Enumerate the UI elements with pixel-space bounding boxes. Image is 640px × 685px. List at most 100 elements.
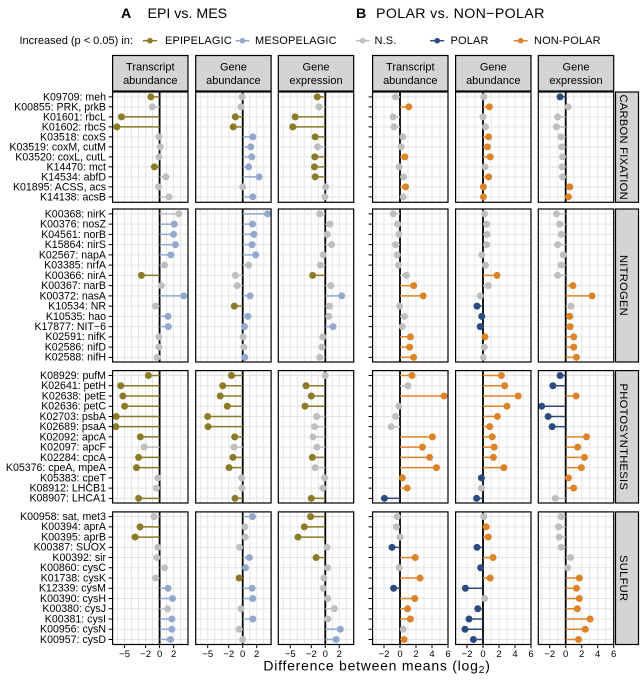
svg-text:Gene: Gene xyxy=(220,62,247,74)
svg-text:−2: −2 xyxy=(379,649,390,660)
svg-text:MESOPELAGIC: MESOPELAGIC xyxy=(255,35,337,47)
svg-text:K03520: coxL, cutL: K03520: coxL, cutL xyxy=(15,151,106,163)
svg-text:0: 0 xyxy=(157,649,162,660)
svg-text:K00392: sir: K00392: sir xyxy=(52,552,106,564)
svg-text:K00366: nirA: K00366: nirA xyxy=(45,270,107,282)
svg-text:K01895: ACSS, acs: K01895: ACSS, acs xyxy=(13,181,106,193)
svg-text:K03518: coxS: K03518: coxS xyxy=(40,131,106,143)
svg-text:4: 4 xyxy=(512,649,517,660)
svg-text:K02703: psbA: K02703: psbA xyxy=(39,411,106,423)
svg-text:abundance: abundance xyxy=(466,75,520,87)
svg-text:K00381: cysI: K00381: cysI xyxy=(45,613,106,625)
svg-text:K02641: petH: K02641: petH xyxy=(41,380,106,392)
svg-text:SULFUR: SULFUR xyxy=(617,555,629,601)
svg-text:4: 4 xyxy=(429,649,434,660)
svg-text:2: 2 xyxy=(254,649,259,660)
svg-text:expression: expression xyxy=(289,75,342,87)
svg-text:K00372: nasA: K00372: nasA xyxy=(39,290,106,302)
svg-text:K01601: rbcL: K01601: rbcL xyxy=(43,111,106,123)
svg-text:−2: −2 xyxy=(462,649,473,660)
svg-text:NON-POLAR: NON-POLAR xyxy=(534,35,601,47)
svg-text:EPI vs. MES: EPI vs. MES xyxy=(148,6,228,22)
svg-text:CARBON FIXATION: CARBON FIXATION xyxy=(617,94,629,199)
svg-text:4: 4 xyxy=(595,649,600,660)
svg-text:POLAR: POLAR xyxy=(451,35,489,47)
svg-text:−2: −2 xyxy=(306,649,317,660)
svg-text:K02567: napA: K02567: napA xyxy=(39,249,107,261)
svg-text:K03519: coxM, cutM: K03519: coxM, cutM xyxy=(9,141,106,153)
svg-text:K02284: cpcA: K02284: cpcA xyxy=(40,452,107,464)
svg-text:K00387: SUOX: K00387: SUOX xyxy=(34,542,106,554)
svg-text:Increased (p < 0.05) in:: Increased (p < 0.05) in: xyxy=(20,35,133,47)
svg-text:K02636: petC: K02636: petC xyxy=(41,401,106,413)
svg-text:K00368: nirK: K00368: nirK xyxy=(45,208,106,220)
svg-text:6: 6 xyxy=(611,649,616,660)
svg-text:POLAR vs. NON−POLAR: POLAR vs. NON−POLAR xyxy=(376,6,545,22)
svg-text:0: 0 xyxy=(323,649,328,660)
svg-text:K08929: pufM: K08929: pufM xyxy=(40,370,106,382)
svg-text:K10535: hao: K10535: hao xyxy=(46,311,106,323)
svg-text:K04561: norB: K04561: norB xyxy=(41,229,106,241)
svg-text:B: B xyxy=(356,6,366,22)
svg-text:Transcript: Transcript xyxy=(386,62,435,74)
svg-text:0: 0 xyxy=(240,649,245,660)
svg-text:K03385: nrfA: K03385: nrfA xyxy=(44,260,107,272)
svg-text:N.S.: N.S. xyxy=(375,35,397,47)
svg-text:K00956: cysN: K00956: cysN xyxy=(40,624,106,636)
svg-text:−5: −5 xyxy=(119,649,130,660)
svg-text:Difference between means (log2: Difference between means (log2) xyxy=(263,657,490,676)
svg-text:K02638: petE: K02638: petE xyxy=(42,390,106,402)
svg-text:0: 0 xyxy=(397,649,402,660)
svg-text:0: 0 xyxy=(480,649,485,660)
svg-text:K05383: cpeT: K05383: cpeT xyxy=(40,472,106,484)
svg-text:2: 2 xyxy=(413,649,418,660)
svg-text:abundance: abundance xyxy=(383,75,437,87)
svg-text:abundance: abundance xyxy=(123,75,177,87)
svg-text:K00860: cysC: K00860: cysC xyxy=(40,562,106,574)
svg-text:−2: −2 xyxy=(544,649,555,660)
svg-text:K02586: nifD: K02586: nifD xyxy=(45,341,107,353)
svg-text:Transcript: Transcript xyxy=(126,62,175,74)
svg-text:Gene: Gene xyxy=(303,62,330,74)
svg-text:2: 2 xyxy=(337,649,342,660)
svg-text:NITROGEN: NITROGEN xyxy=(617,255,629,316)
svg-text:EPIPELAGIC: EPIPELAGIC xyxy=(165,35,232,47)
svg-text:K14138: acsB: K14138: acsB xyxy=(40,191,106,203)
svg-text:abundance: abundance xyxy=(206,75,260,87)
svg-text:K09709: meh: K09709: meh xyxy=(43,91,106,103)
svg-text:K00376: nosZ: K00376: nosZ xyxy=(40,219,106,231)
svg-text:K00394: aprA: K00394: aprA xyxy=(41,521,107,533)
svg-text:2: 2 xyxy=(171,649,176,660)
svg-text:K14470: mct: K14470: mct xyxy=(47,161,107,173)
svg-text:K10534: NR: K10534: NR xyxy=(48,301,106,313)
svg-text:K00367: narB: K00367: narB xyxy=(41,280,106,292)
svg-text:K17877: NIT−6: K17877: NIT−6 xyxy=(34,321,106,333)
svg-text:−2: −2 xyxy=(223,649,234,660)
svg-text:K01738: cysK: K01738: cysK xyxy=(41,572,106,584)
svg-text:Gene: Gene xyxy=(563,62,590,74)
svg-text:K00855: PRK, prkB: K00855: PRK, prkB xyxy=(14,101,106,113)
svg-text:6: 6 xyxy=(445,649,450,660)
svg-text:K00380: cysJ: K00380: cysJ xyxy=(42,603,106,615)
svg-text:K02689: psaA: K02689: psaA xyxy=(39,421,106,433)
svg-text:A: A xyxy=(121,6,131,22)
svg-text:K01602: rbcS: K01602: rbcS xyxy=(42,121,106,133)
svg-text:PHOTOSYNTHESIS: PHOTOSYNTHESIS xyxy=(617,384,629,491)
svg-text:2: 2 xyxy=(496,649,501,660)
svg-text:K02097: apcF: K02097: apcF xyxy=(40,442,106,454)
svg-text:2: 2 xyxy=(579,649,584,660)
svg-text:−5: −5 xyxy=(202,649,213,660)
svg-text:K08912: LHCB1: K08912: LHCB1 xyxy=(29,482,106,494)
svg-text:−2: −2 xyxy=(140,649,151,660)
svg-text:K02591: nifK: K02591: nifK xyxy=(45,331,106,343)
svg-text:K15864: nirS: K15864: nirS xyxy=(45,239,106,251)
svg-text:Gene: Gene xyxy=(480,62,507,74)
svg-text:K12339: cysM: K12339: cysM xyxy=(39,583,106,595)
svg-text:K00390: cysH: K00390: cysH xyxy=(40,593,106,605)
svg-text:0: 0 xyxy=(563,649,568,660)
svg-text:K00958: sat, met3: K00958: sat, met3 xyxy=(20,511,106,523)
svg-text:K02588: nifH: K02588: nifH xyxy=(45,352,106,364)
svg-text:K02092: apcA: K02092: apcA xyxy=(39,431,106,443)
svg-text:6: 6 xyxy=(528,649,533,660)
svg-text:expression: expression xyxy=(549,75,602,87)
